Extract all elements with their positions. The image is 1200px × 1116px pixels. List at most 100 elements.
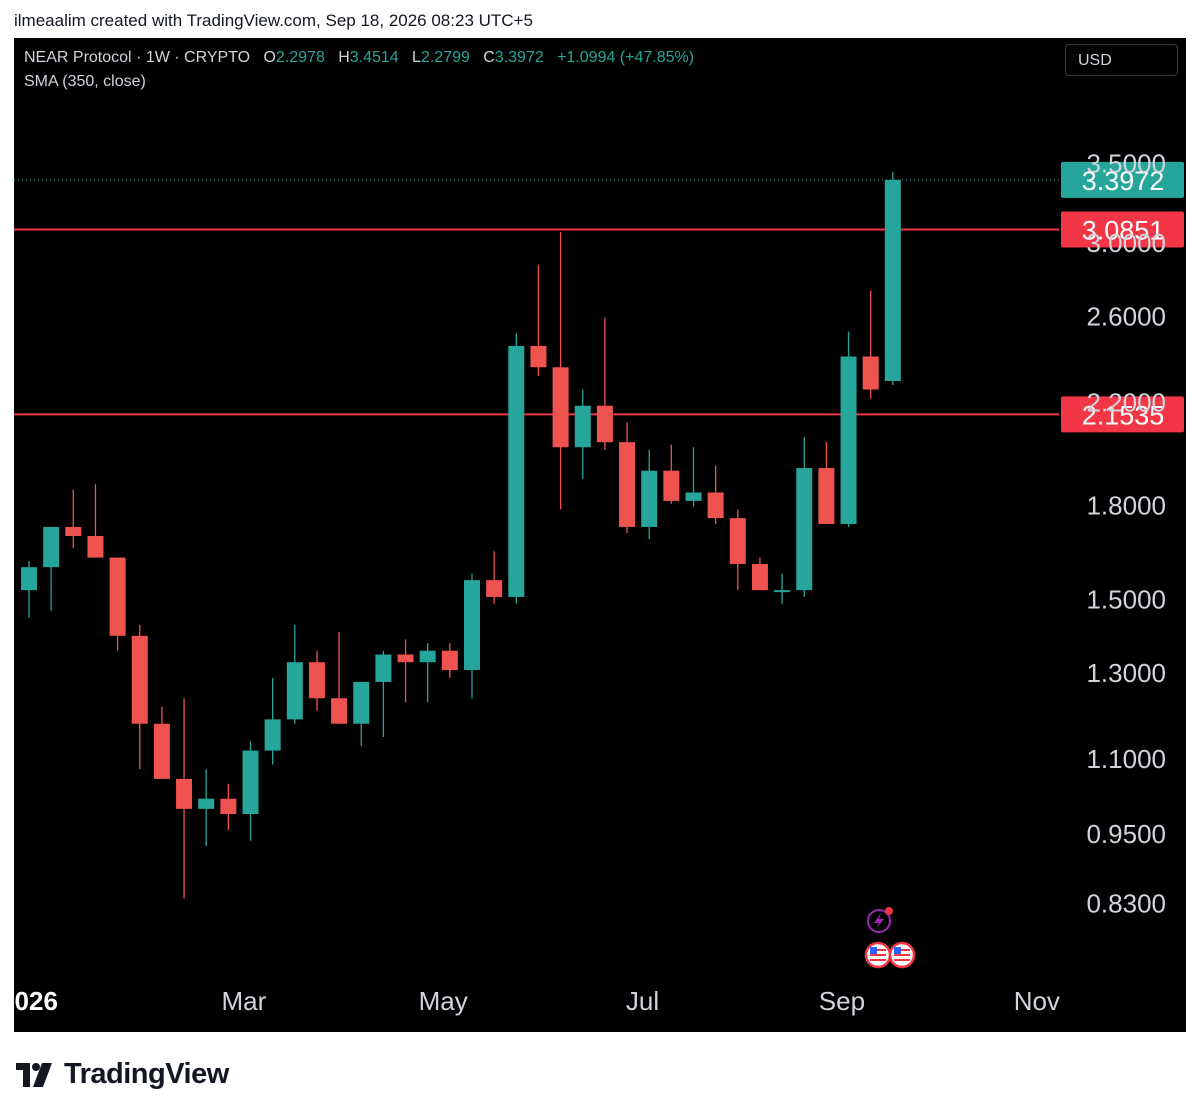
candle-body-36 xyxy=(818,468,835,525)
candle-body-23 xyxy=(530,345,547,368)
candle-6[interactable] xyxy=(153,706,170,779)
candle-21[interactable] xyxy=(486,551,503,604)
candle-1[interactable] xyxy=(43,526,60,611)
us-flag-event-icon-2[interactable] xyxy=(888,941,916,969)
legend-open-value: 2.2978 xyxy=(275,49,325,66)
y-tick-label-9: 0.8300 xyxy=(1086,889,1166,919)
legend-open-label: O xyxy=(263,49,276,66)
candle-39[interactable] xyxy=(884,171,901,386)
candle-body-14 xyxy=(331,698,348,724)
candle-3[interactable] xyxy=(87,484,104,558)
candle-body-11 xyxy=(264,719,281,751)
candle-body-26 xyxy=(596,405,613,443)
candle-30[interactable] xyxy=(685,447,702,507)
candle-35[interactable] xyxy=(796,437,813,597)
y-tick-label-4: 1.8000 xyxy=(1086,491,1166,521)
currency-button[interactable]: USD xyxy=(1065,44,1178,76)
candle-17[interactable] xyxy=(397,639,414,703)
candle-5[interactable] xyxy=(131,624,148,770)
candle-body-20 xyxy=(464,580,480,670)
legend-low-label: L xyxy=(412,49,421,66)
x-tick-label-1: Mar xyxy=(221,986,266,1016)
candle-body-7 xyxy=(176,778,193,809)
chart-panel[interactable]: 3.0851 2.1535 3.3972 3.5000 3.0000 2.6000 2.2… xyxy=(14,38,1186,1032)
candle-16[interactable] xyxy=(375,650,392,737)
candle-body-19 xyxy=(441,650,458,670)
candle-24[interactable] xyxy=(552,231,569,510)
level-price-tag-1 xyxy=(1061,396,1184,433)
candle-body-38 xyxy=(862,356,879,390)
candle-body-35 xyxy=(796,468,813,591)
legend-change: +1.0994 (+47.85%) xyxy=(557,49,695,66)
candle-11[interactable] xyxy=(264,677,281,765)
candle-body-22 xyxy=(508,345,525,597)
symbol-legend: NEAR Protocol · 1W · CRYPTO O2.2978 H3.4… xyxy=(24,49,694,67)
candle-body-16 xyxy=(375,654,392,682)
candle-10[interactable] xyxy=(242,741,259,841)
candle-body-29 xyxy=(663,470,680,501)
candle-body-1 xyxy=(43,526,60,568)
lightning-event-icon[interactable] xyxy=(867,907,893,933)
candle-23[interactable] xyxy=(530,264,547,377)
candle-body-3 xyxy=(87,535,104,558)
candle-15[interactable] xyxy=(353,681,370,747)
candle-12[interactable] xyxy=(286,624,303,724)
candle-body-5 xyxy=(131,635,148,724)
candle-26[interactable] xyxy=(596,317,613,450)
last-price-tag xyxy=(1061,161,1184,198)
candle-body-21 xyxy=(486,580,503,597)
candle-body-15 xyxy=(353,681,370,724)
candle-32[interactable] xyxy=(729,509,746,591)
candle-body-0 xyxy=(21,567,37,591)
candle-22[interactable] xyxy=(508,333,525,604)
export-header-text: ilmeaalim created with TradingView.com, … xyxy=(14,11,533,30)
candle-body-8 xyxy=(198,798,215,809)
candle-0[interactable] xyxy=(21,560,37,618)
candle-19[interactable] xyxy=(441,643,458,678)
candle-body-4 xyxy=(109,557,126,636)
candle-2[interactable] xyxy=(65,489,82,549)
candle-4[interactable] xyxy=(109,557,126,651)
candle-37[interactable] xyxy=(840,331,857,527)
legend-close-label: C xyxy=(483,49,495,66)
indicator-legend[interactable]: SMA (350, close) xyxy=(24,73,146,90)
candle-8[interactable] xyxy=(198,769,215,847)
candle-25[interactable] xyxy=(574,389,591,479)
candle-29[interactable] xyxy=(663,444,680,504)
candle-9[interactable] xyxy=(220,783,237,830)
candle-18[interactable] xyxy=(419,643,436,703)
legend-symbol[interactable]: NEAR Protocol · 1W · CRYPTO xyxy=(24,49,251,66)
candle-body-34 xyxy=(774,590,791,593)
candle-body-30 xyxy=(685,492,702,501)
candle-38[interactable] xyxy=(862,290,879,399)
candle-body-33 xyxy=(751,563,768,591)
candle-body-25 xyxy=(574,405,591,448)
y-tick-label-7: 1.1000 xyxy=(1086,744,1166,774)
candle-body-2 xyxy=(65,526,82,536)
event-icons xyxy=(864,907,916,969)
legend-low-value: 2.2799 xyxy=(420,49,470,66)
time-axis: 2026 Mar May Jul Sep Nov xyxy=(14,986,1060,1016)
candle-20[interactable] xyxy=(464,573,480,699)
us-flag-event-icon[interactable] xyxy=(864,941,892,969)
tradingview-logo: TradingView xyxy=(16,1058,229,1091)
candle-27[interactable] xyxy=(619,422,636,533)
candle-36[interactable] xyxy=(818,442,835,525)
candle-14[interactable] xyxy=(331,632,348,724)
candlestick-chart[interactable]: 3.0851 2.1535 3.3972 3.5000 3.0000 2.6000 2.2… xyxy=(14,38,1186,1032)
legend-high-label: H xyxy=(338,49,350,66)
x-tick-label-3: Jul xyxy=(626,986,659,1016)
candle-28[interactable] xyxy=(641,449,658,539)
candle-body-10 xyxy=(242,750,259,815)
candles-layer xyxy=(21,171,901,899)
tradingview-logo-icon xyxy=(16,1062,52,1087)
candle-body-32 xyxy=(729,518,746,564)
candle-34[interactable] xyxy=(774,573,791,604)
candle-31[interactable] xyxy=(707,465,724,525)
candle-body-9 xyxy=(220,798,237,815)
candle-13[interactable] xyxy=(308,650,325,711)
candle-33[interactable] xyxy=(751,557,768,591)
candle-7[interactable] xyxy=(176,698,193,899)
candle-body-13 xyxy=(308,662,325,699)
candle-body-37 xyxy=(840,356,857,525)
